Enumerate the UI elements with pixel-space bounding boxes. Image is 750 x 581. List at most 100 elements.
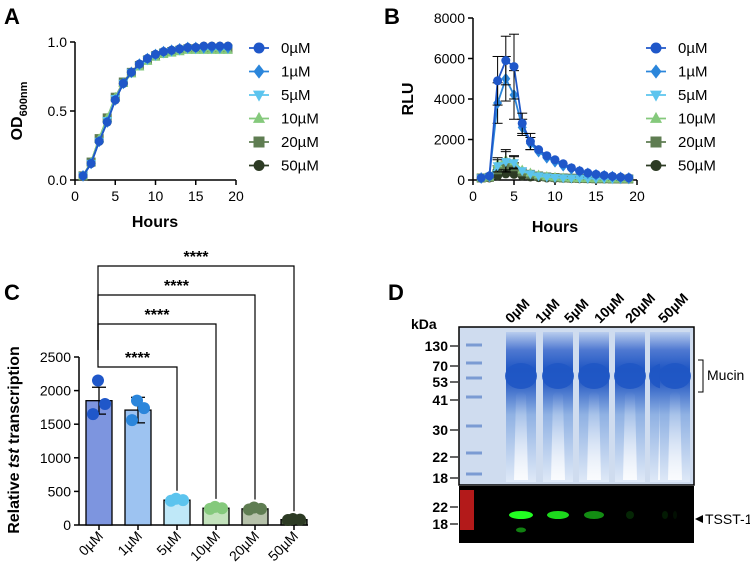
panel-c-y-tick-label: 0 <box>63 517 71 533</box>
gel-lane-label: 50µM <box>655 290 691 326</box>
gel-ladder-band <box>466 424 482 428</box>
panel-b-data-point <box>558 174 569 184</box>
gel-mucin-band <box>614 363 646 389</box>
panel-a-series-4 <box>78 44 233 181</box>
panel-a-data-point <box>215 41 225 51</box>
blot-ladder-red <box>460 490 474 530</box>
panel-c-bar <box>85 400 113 526</box>
panel-a-data-point <box>183 43 193 53</box>
panel-b-data-point <box>525 137 535 147</box>
panel-a-series-0 <box>78 41 233 181</box>
panel-c-significance-bracket <box>97 323 217 499</box>
panel-a-data-point <box>142 54 152 64</box>
gel-marker-label: 130 <box>425 338 449 354</box>
blot-minor-band <box>516 527 526 533</box>
panel-b-x-tick-label: 10 <box>547 188 563 204</box>
panel-b-y-tick-label: 2000 <box>434 132 465 148</box>
panel-a-y-tick-label: 0.0 <box>48 172 68 188</box>
panel-letter-c: C <box>4 280 20 305</box>
gel-ladder-band <box>466 343 482 347</box>
blot-tsst1-band <box>662 511 668 519</box>
gel-ladder-band <box>466 376 482 380</box>
panel-c-x-tick-label: 20µM <box>226 528 262 564</box>
panel-c-bar-group-2 <box>163 492 191 526</box>
panel-a-series-5 <box>78 41 233 181</box>
panel-c-x-tick-label: 50µM <box>265 528 301 564</box>
panel-a-legend-label: 20µM <box>281 134 319 151</box>
panel-letter-b: B <box>384 4 400 29</box>
blot-tsst1-band <box>626 511 634 519</box>
panel-c-y-label: Relative tst transcription <box>6 346 23 534</box>
panel-a-legend-marker <box>253 160 265 171</box>
panel-a-data-point <box>78 171 88 181</box>
panel-b-legend-marker <box>650 64 662 79</box>
western-blot-bands <box>460 490 677 533</box>
panel-b-x-tick-label: 5 <box>510 188 518 204</box>
panel-b-luminescence-chart: 0 5 10 15 20 0 2000 4000 6000 8000 Hours RLU 0µM 1… <box>400 10 716 236</box>
panel-a-series <box>78 41 233 182</box>
panel-c-replicate-point <box>87 408 99 421</box>
blot-marker-label: 18 <box>432 516 448 532</box>
panel-b-series <box>476 33 634 185</box>
panel-b-data-point <box>517 118 527 128</box>
panel-a-data-point <box>94 136 104 146</box>
panel-c-x-tick-label: 1µM <box>114 528 145 559</box>
gel-lane-label: 5µM <box>561 295 592 326</box>
gel-marker-label: 30 <box>432 422 448 438</box>
panel-b-x-label: Hours <box>532 219 578 236</box>
panel-c-x-tick-label: 5µM <box>153 528 184 559</box>
panel-a-series-line <box>82 45 228 177</box>
panel-a-data-point <box>175 44 185 54</box>
panel-a-data-point <box>223 41 233 51</box>
panel-a-data-point <box>102 117 112 127</box>
panel-b-data-point <box>492 162 503 172</box>
panel-b-data-point <box>591 169 601 179</box>
gel-marker-label: 22 <box>432 449 448 465</box>
panel-a-legend-label: 50µM <box>281 158 319 175</box>
blot-marker-label: 22 <box>432 499 448 515</box>
panel-a-axes <box>74 42 236 181</box>
panel-c-significance-bracket <box>97 350 178 491</box>
panel-b-data-point <box>616 172 626 182</box>
panel-b-legend-label: 0µM <box>678 40 707 57</box>
gel-lanes <box>466 332 691 482</box>
panel-c-x-tick-label: 10µM <box>187 528 223 564</box>
panel-b-data-point <box>541 173 552 183</box>
panel-b-data-point <box>574 174 585 184</box>
panel-b-data-point <box>566 174 577 184</box>
panel-b-data-point <box>583 168 593 178</box>
panel-b-legend: 0µM 1µM 5µM 10µM 20µM 50µM <box>646 40 716 175</box>
panel-b-data-point <box>525 170 536 180</box>
panel-a-legend-marker <box>253 136 265 148</box>
panel-a-x-tick-label: 20 <box>228 188 244 204</box>
panel-a-data-point <box>207 41 217 51</box>
gel-ladder-band <box>466 451 482 455</box>
gel-marker-label: 70 <box>432 358 448 374</box>
panel-b-legend-label: 1µM <box>678 64 707 81</box>
panel-a-legend-label: 1µM <box>281 64 310 81</box>
panel-c-replicate-point <box>294 513 306 526</box>
panel-c-y-tick-label: 2000 <box>40 383 71 399</box>
gel-lane-0 <box>505 332 537 482</box>
panel-b-y-label: RLU <box>400 83 417 116</box>
panel-letter-a: A <box>4 4 20 29</box>
panel-b-y-tick-label: 6000 <box>434 51 465 67</box>
panel-a-legend-label: 10µM <box>281 111 319 128</box>
gel-lane-5 <box>659 332 691 482</box>
panel-a-x-tick-label: 0 <box>71 188 79 204</box>
blot-tsst1-band <box>509 511 533 519</box>
gel-marker-label: 41 <box>432 392 448 408</box>
panel-c-y-tick-label: 1500 <box>40 416 71 432</box>
panel-a-x-label: Hours <box>132 214 178 231</box>
panel-a-legend-label: 5µM <box>281 87 310 104</box>
panel-a-x-tick-label: 10 <box>148 188 164 204</box>
panel-c-replicate-point <box>282 513 294 526</box>
gel-marker-label: 53 <box>432 374 448 390</box>
panel-a-y-label-sub: 600nm <box>18 81 30 116</box>
panel-a-series-line <box>82 48 228 177</box>
tsst1-label: TSST-1 <box>705 511 750 527</box>
mucin-bracket <box>698 359 704 393</box>
panel-c-y-tick-label: 500 <box>48 483 72 499</box>
tsst1-arrow-icon <box>695 515 703 523</box>
panel-b-data-point <box>599 170 609 180</box>
